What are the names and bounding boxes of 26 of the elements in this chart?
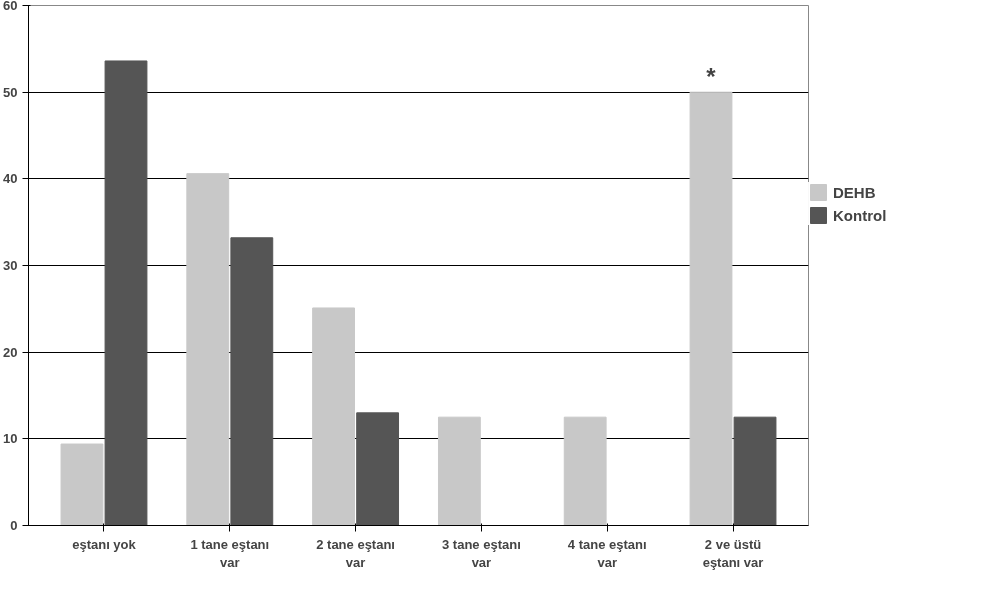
legend-label: DEHB	[833, 183, 876, 201]
x-tick-label: eştanı yok	[72, 536, 137, 552]
y-tick-label: 30	[3, 258, 18, 273]
x-tick-label: 1 tane eştanı var	[190, 536, 270, 570]
bar	[563, 416, 607, 526]
y-tick-label: 0	[10, 518, 18, 533]
x-tick-label: 4 tane eştanı var	[567, 536, 647, 570]
bar	[60, 443, 104, 526]
bar	[230, 237, 274, 526]
annotation: *	[706, 63, 717, 91]
bar	[104, 60, 148, 526]
x-tick-label: 2 ve üstü eştanı var	[702, 536, 764, 570]
y-tick-label: 40	[3, 171, 18, 187]
y-tick-label: 50	[3, 84, 18, 100]
y-tick-label: 60	[3, 0, 18, 13]
y-tick-label: 10	[3, 431, 18, 447]
y-tick-label: 20	[3, 344, 18, 360]
bar	[356, 412, 400, 526]
bar	[733, 416, 777, 526]
x-tick-label: 3 tane eştanı var	[442, 536, 521, 570]
x-tick-label: 2 tane eştanı var	[316, 536, 395, 570]
bar	[186, 173, 230, 526]
bar	[437, 416, 481, 526]
bar	[689, 91, 733, 526]
bar	[312, 307, 355, 526]
legend-label: Kontrol	[833, 206, 887, 224]
